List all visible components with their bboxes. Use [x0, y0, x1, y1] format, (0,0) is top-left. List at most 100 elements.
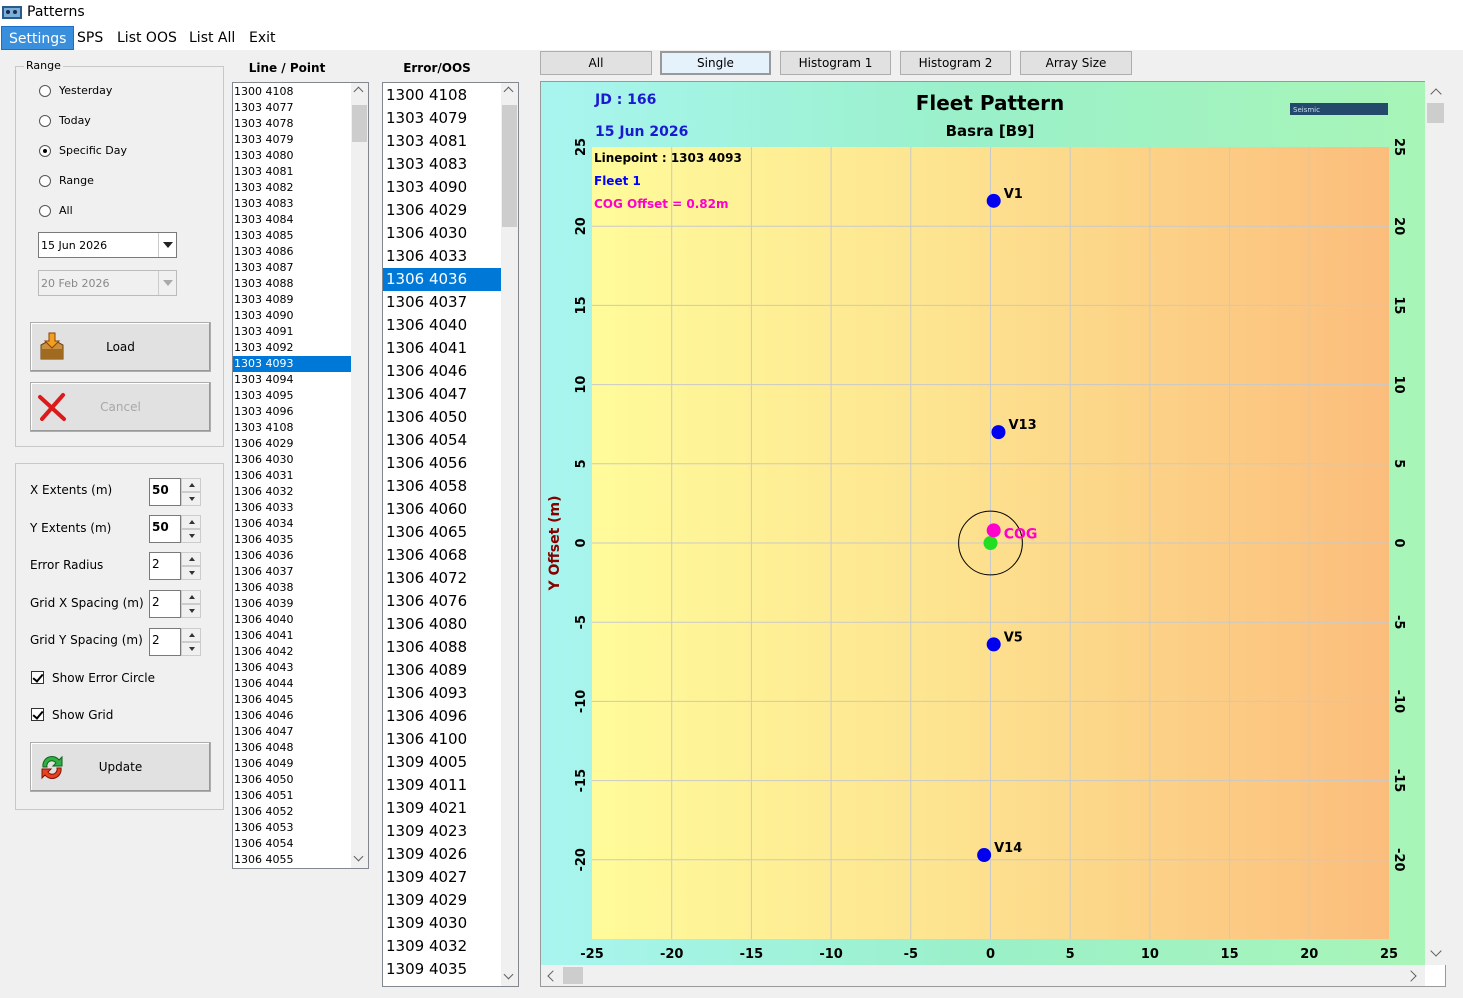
list-item[interactable]: 1306 4043	[234, 661, 294, 674]
list-item[interactable]: 1306 4050	[386, 408, 468, 426]
list-item[interactable]: 1303 4085	[234, 229, 294, 242]
list-item[interactable]: 1303 4090	[234, 309, 294, 322]
scroll-thumb[interactable]	[352, 105, 367, 142]
list-item[interactable]: 1303 4078	[234, 117, 294, 130]
list-item[interactable]: 1306 4041	[234, 629, 294, 642]
list-item[interactable]: 1303 4092	[234, 341, 294, 354]
list-item[interactable]: 1303 4083	[234, 197, 294, 210]
list-item[interactable]: 1303 4088	[234, 277, 294, 290]
list-item[interactable]: 1303 4095	[234, 389, 294, 402]
list-item[interactable]: 1303 4086	[234, 245, 294, 258]
error-radius-stepper[interactable]: 2	[149, 552, 201, 580]
tab-array-size[interactable]: Array Size	[1020, 51, 1132, 75]
error-oos-items[interactable]: 1300 4108 1303 4079 1303 4081 1303 4083 1303…	[383, 84, 501, 981]
list-item[interactable]: 1306 4080	[386, 615, 468, 633]
list-item[interactable]: 1303 4079	[386, 109, 468, 127]
y-extents-input[interactable]: 50	[149, 515, 181, 543]
list-item[interactable]: 1300 4108	[234, 85, 294, 98]
x-extents-stepper[interactable]: 50	[149, 478, 201, 506]
list-item[interactable]: 1306 4100	[386, 730, 468, 748]
spin-down-icon[interactable]	[181, 492, 201, 506]
list-item[interactable]: 1309 4021	[386, 799, 468, 817]
error-oos-scrollbar[interactable]	[501, 83, 518, 986]
list-item[interactable]: 1306 4093	[386, 684, 468, 702]
grid-y-spacing-input[interactable]: 2	[149, 628, 181, 656]
scroll-up-icon[interactable]	[1430, 88, 1442, 100]
tab-all[interactable]: All	[540, 51, 652, 75]
line-point-scrollbar[interactable]	[351, 83, 368, 868]
list-item[interactable]: 1306 4072	[386, 569, 468, 587]
list-item[interactable]: 1306 4036	[383, 268, 501, 291]
spin-up-icon[interactable]	[181, 590, 201, 604]
tab-single[interactable]: Single	[660, 51, 771, 75]
list-item[interactable]: 1306 4096	[386, 707, 468, 725]
grid-y-spacing-stepper[interactable]: 2	[149, 628, 201, 656]
y-extents-stepper[interactable]: 50	[149, 515, 201, 543]
spin-up-icon[interactable]	[181, 478, 201, 492]
list-item[interactable]: 1306 4051	[234, 789, 294, 802]
scroll-up-icon[interactable]	[351, 83, 368, 100]
list-item[interactable]: 1309 4032	[386, 937, 468, 955]
plot-horizontal-scrollbar[interactable]	[541, 965, 1425, 986]
list-item[interactable]: 1303 4083	[386, 155, 468, 173]
list-item[interactable]: 1306 4035	[234, 533, 294, 546]
spin-down-icon[interactable]	[181, 566, 201, 580]
scroll-thumb[interactable]	[502, 105, 517, 227]
list-item[interactable]: 1306 4030	[386, 224, 468, 242]
list-item[interactable]: 1303 4079	[234, 133, 294, 146]
list-item[interactable]: 1309 4005	[386, 753, 468, 771]
list-item[interactable]: 1306 4065	[386, 523, 468, 541]
list-item[interactable]: 1303 4090	[386, 178, 468, 196]
grid-x-spacing-input[interactable]: 2	[149, 590, 181, 618]
update-button[interactable]: Update	[30, 742, 211, 792]
tab-histogram-2[interactable]: Histogram 2	[900, 51, 1011, 75]
list-item[interactable]: 1309 4023	[386, 822, 468, 840]
spin-down-icon[interactable]	[181, 529, 201, 543]
list-item[interactable]: 1306 4058	[386, 477, 468, 495]
menu-exit[interactable]: Exit	[249, 30, 276, 46]
grid-x-spacing-stepper[interactable]: 2	[149, 590, 201, 618]
list-item[interactable]: 1306 4056	[386, 454, 468, 472]
list-item[interactable]: 1309 4026	[386, 845, 468, 863]
list-item[interactable]: 1306 4052	[234, 805, 294, 818]
scroll-right-icon[interactable]	[1405, 970, 1417, 982]
list-item[interactable]: 1306 4044	[234, 677, 294, 690]
list-item[interactable]: 1306 4047	[386, 385, 468, 403]
spin-up-icon[interactable]	[181, 515, 201, 529]
list-item[interactable]: 1306 4039	[234, 597, 294, 610]
list-item[interactable]: 1306 4048	[234, 741, 294, 754]
list-item[interactable]: 1306 4045	[234, 693, 294, 706]
list-item[interactable]: 1309 4029	[386, 891, 468, 909]
scroll-down-icon[interactable]	[351, 851, 368, 868]
list-item[interactable]: 1300 4108	[386, 86, 468, 104]
list-item[interactable]: 1306 4041	[386, 339, 468, 357]
list-item[interactable]: 1306 4046	[386, 362, 468, 380]
list-item[interactable]: 1306 4050	[234, 773, 294, 786]
list-item[interactable]: 1306 4033	[386, 247, 468, 265]
menu-settings[interactable]: Settings	[1, 26, 75, 50]
list-item[interactable]: 1306 4037	[234, 565, 294, 578]
list-item[interactable]: 1306 4030	[234, 453, 294, 466]
list-item[interactable]: 1303 4081	[234, 165, 294, 178]
list-item[interactable]: 1303 4091	[234, 325, 294, 338]
x-extents-input[interactable]: 50	[149, 478, 181, 506]
spin-down-icon[interactable]	[181, 604, 201, 618]
spin-up-icon[interactable]	[181, 552, 201, 566]
scroll-thumb[interactable]	[563, 967, 583, 984]
list-item[interactable]: 1303 4096	[234, 405, 294, 418]
list-item[interactable]: 1306 4054	[234, 837, 294, 850]
list-item[interactable]: 1306 4053	[234, 821, 294, 834]
list-item[interactable]: 1309 4030	[386, 914, 468, 932]
list-item[interactable]: 1306 4049	[234, 757, 294, 770]
list-item[interactable]: 1303 4108	[234, 421, 294, 434]
chevron-down-icon[interactable]	[158, 233, 176, 257]
list-item[interactable]: 1306 4055	[234, 853, 294, 866]
menu-sps[interactable]: SPS	[77, 30, 104, 46]
list-item[interactable]: 1306 4032	[234, 485, 294, 498]
list-item[interactable]: 1306 4029	[234, 437, 294, 450]
list-item[interactable]: 1306 4046	[234, 709, 294, 722]
list-item[interactable]: 1309 4027	[386, 868, 468, 886]
list-item[interactable]: 1306 4040	[386, 316, 468, 334]
list-item[interactable]: 1306 4068	[386, 546, 468, 564]
error-oos-list[interactable]: 1300 4108 1303 4079 1303 4081 1303 4083 1303…	[382, 82, 519, 987]
